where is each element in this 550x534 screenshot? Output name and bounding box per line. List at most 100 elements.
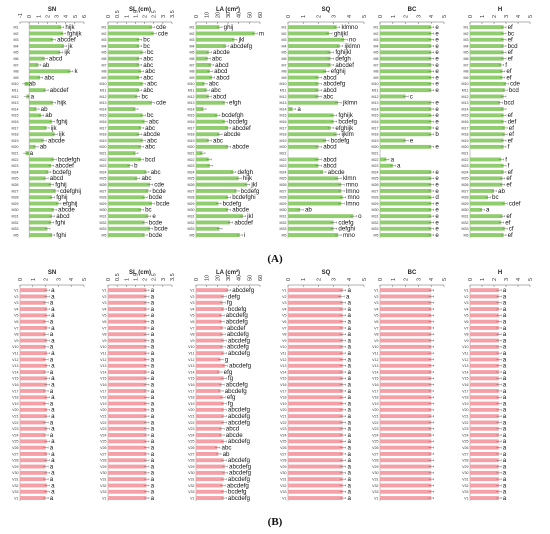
bar [196, 100, 225, 105]
chart-title: SQ [322, 7, 331, 13]
category-label: M24 [280, 170, 287, 174]
category-label: V12 [188, 358, 194, 362]
bar [20, 483, 47, 488]
category-label: M12 [372, 95, 379, 99]
significance-letter: a [151, 495, 155, 502]
category-label: M10 [12, 82, 19, 86]
significance-letter: abcdefg [232, 287, 255, 294]
bar [108, 201, 152, 206]
significance-letter: a [503, 445, 507, 452]
category-label: V10 [100, 345, 106, 349]
category-label: V27 [372, 452, 378, 456]
bar [470, 363, 499, 368]
category-label: M5 [374, 51, 379, 55]
bar [288, 113, 334, 118]
significance-letter: abc [145, 144, 155, 151]
category-label: M33 [100, 227, 107, 231]
category-label: V16 [100, 383, 106, 387]
bar [196, 144, 228, 149]
bar [288, 477, 343, 482]
significance-letter: fghi [55, 219, 65, 226]
x-tick-label: 30 [226, 275, 232, 281]
category-label: V2 [464, 295, 468, 299]
category-label: V7 [464, 326, 468, 330]
significance-letter: a [151, 300, 155, 307]
category-label: V9 [374, 339, 378, 343]
bar [196, 326, 223, 330]
category-label: M23 [280, 164, 287, 168]
chart-panel-bc-a: BC 0 1 2 3 4 5 M1 e M2 e M3 e M4 e M5 e M6 e M7 e M8 e M9 e M10 e M… [372, 7, 449, 239]
category-label: M24 [12, 170, 19, 174]
bar [470, 201, 505, 206]
category-label: V22 [188, 421, 194, 425]
significance-letter: efghij [331, 68, 346, 75]
significance-letter: a [151, 489, 155, 496]
bar [288, 300, 343, 305]
bar [108, 407, 147, 412]
bar [470, 31, 504, 36]
category-label: V33 [188, 490, 194, 494]
significance-letter: a [297, 106, 301, 113]
bar [380, 113, 432, 118]
bar [196, 414, 224, 419]
category-label: V1 [14, 496, 18, 500]
significance-letter: a [348, 438, 352, 445]
category-label: V2 [102, 295, 106, 299]
bar [288, 157, 319, 162]
bar [108, 63, 140, 67]
significance-letter: abcdef [335, 62, 354, 69]
category-label: M13 [188, 101, 195, 105]
significance-letter: abc [211, 87, 221, 94]
bar [470, 100, 500, 105]
x-tick-label: 20 [215, 12, 221, 18]
category-label: V15 [188, 377, 194, 381]
bar [29, 182, 52, 187]
significance-letter: a [51, 306, 55, 313]
bar [288, 288, 343, 293]
significance-letter: abc [213, 137, 223, 144]
bar [470, 63, 502, 67]
significance-letter: ef [506, 182, 511, 189]
bar [288, 401, 343, 406]
significance-letter: a [503, 350, 507, 357]
significance-letter: a [348, 400, 352, 407]
bar [196, 382, 222, 387]
bar [108, 489, 147, 494]
significance-letter: abcd [214, 68, 228, 75]
significance-letter: a [503, 325, 507, 332]
significance-letter: abcd [215, 62, 229, 69]
significance-letter: a [50, 495, 54, 502]
significance-letter: a [151, 350, 155, 357]
significance-letter: bc [143, 37, 150, 44]
category-label: V1 [282, 289, 286, 293]
x-tick-label: 3 [504, 278, 510, 281]
category-label: V31 [372, 478, 378, 482]
category-label: V18 [280, 396, 286, 400]
significance-letter: f [508, 163, 510, 170]
significance-letter: a [503, 426, 507, 433]
bar [470, 426, 499, 431]
category-label: V5 [464, 314, 468, 318]
bar [196, 163, 210, 168]
category-label: M29 [372, 202, 379, 206]
category-label: M17 [12, 126, 19, 130]
bar [288, 489, 343, 494]
bar [288, 207, 301, 212]
category-label: M16 [100, 120, 107, 124]
significance-letter: ab [223, 451, 230, 458]
significance-letter: abcdefg [228, 438, 251, 445]
category-label: V30 [100, 471, 106, 475]
category-label: M9 [282, 76, 287, 80]
significance-letter: a [503, 463, 507, 470]
category-label: M22 [188, 158, 195, 162]
bar [196, 319, 222, 324]
category-label: V18 [12, 396, 18, 400]
significance-letter: abc [147, 81, 157, 88]
bar [108, 163, 130, 168]
category-label: M21 [12, 152, 19, 156]
category-label: V30 [462, 471, 468, 475]
significance-letter: a [50, 369, 54, 376]
significance-letter: abc [149, 119, 159, 126]
category-label: M27 [372, 189, 379, 193]
category-label: M14 [188, 107, 195, 111]
